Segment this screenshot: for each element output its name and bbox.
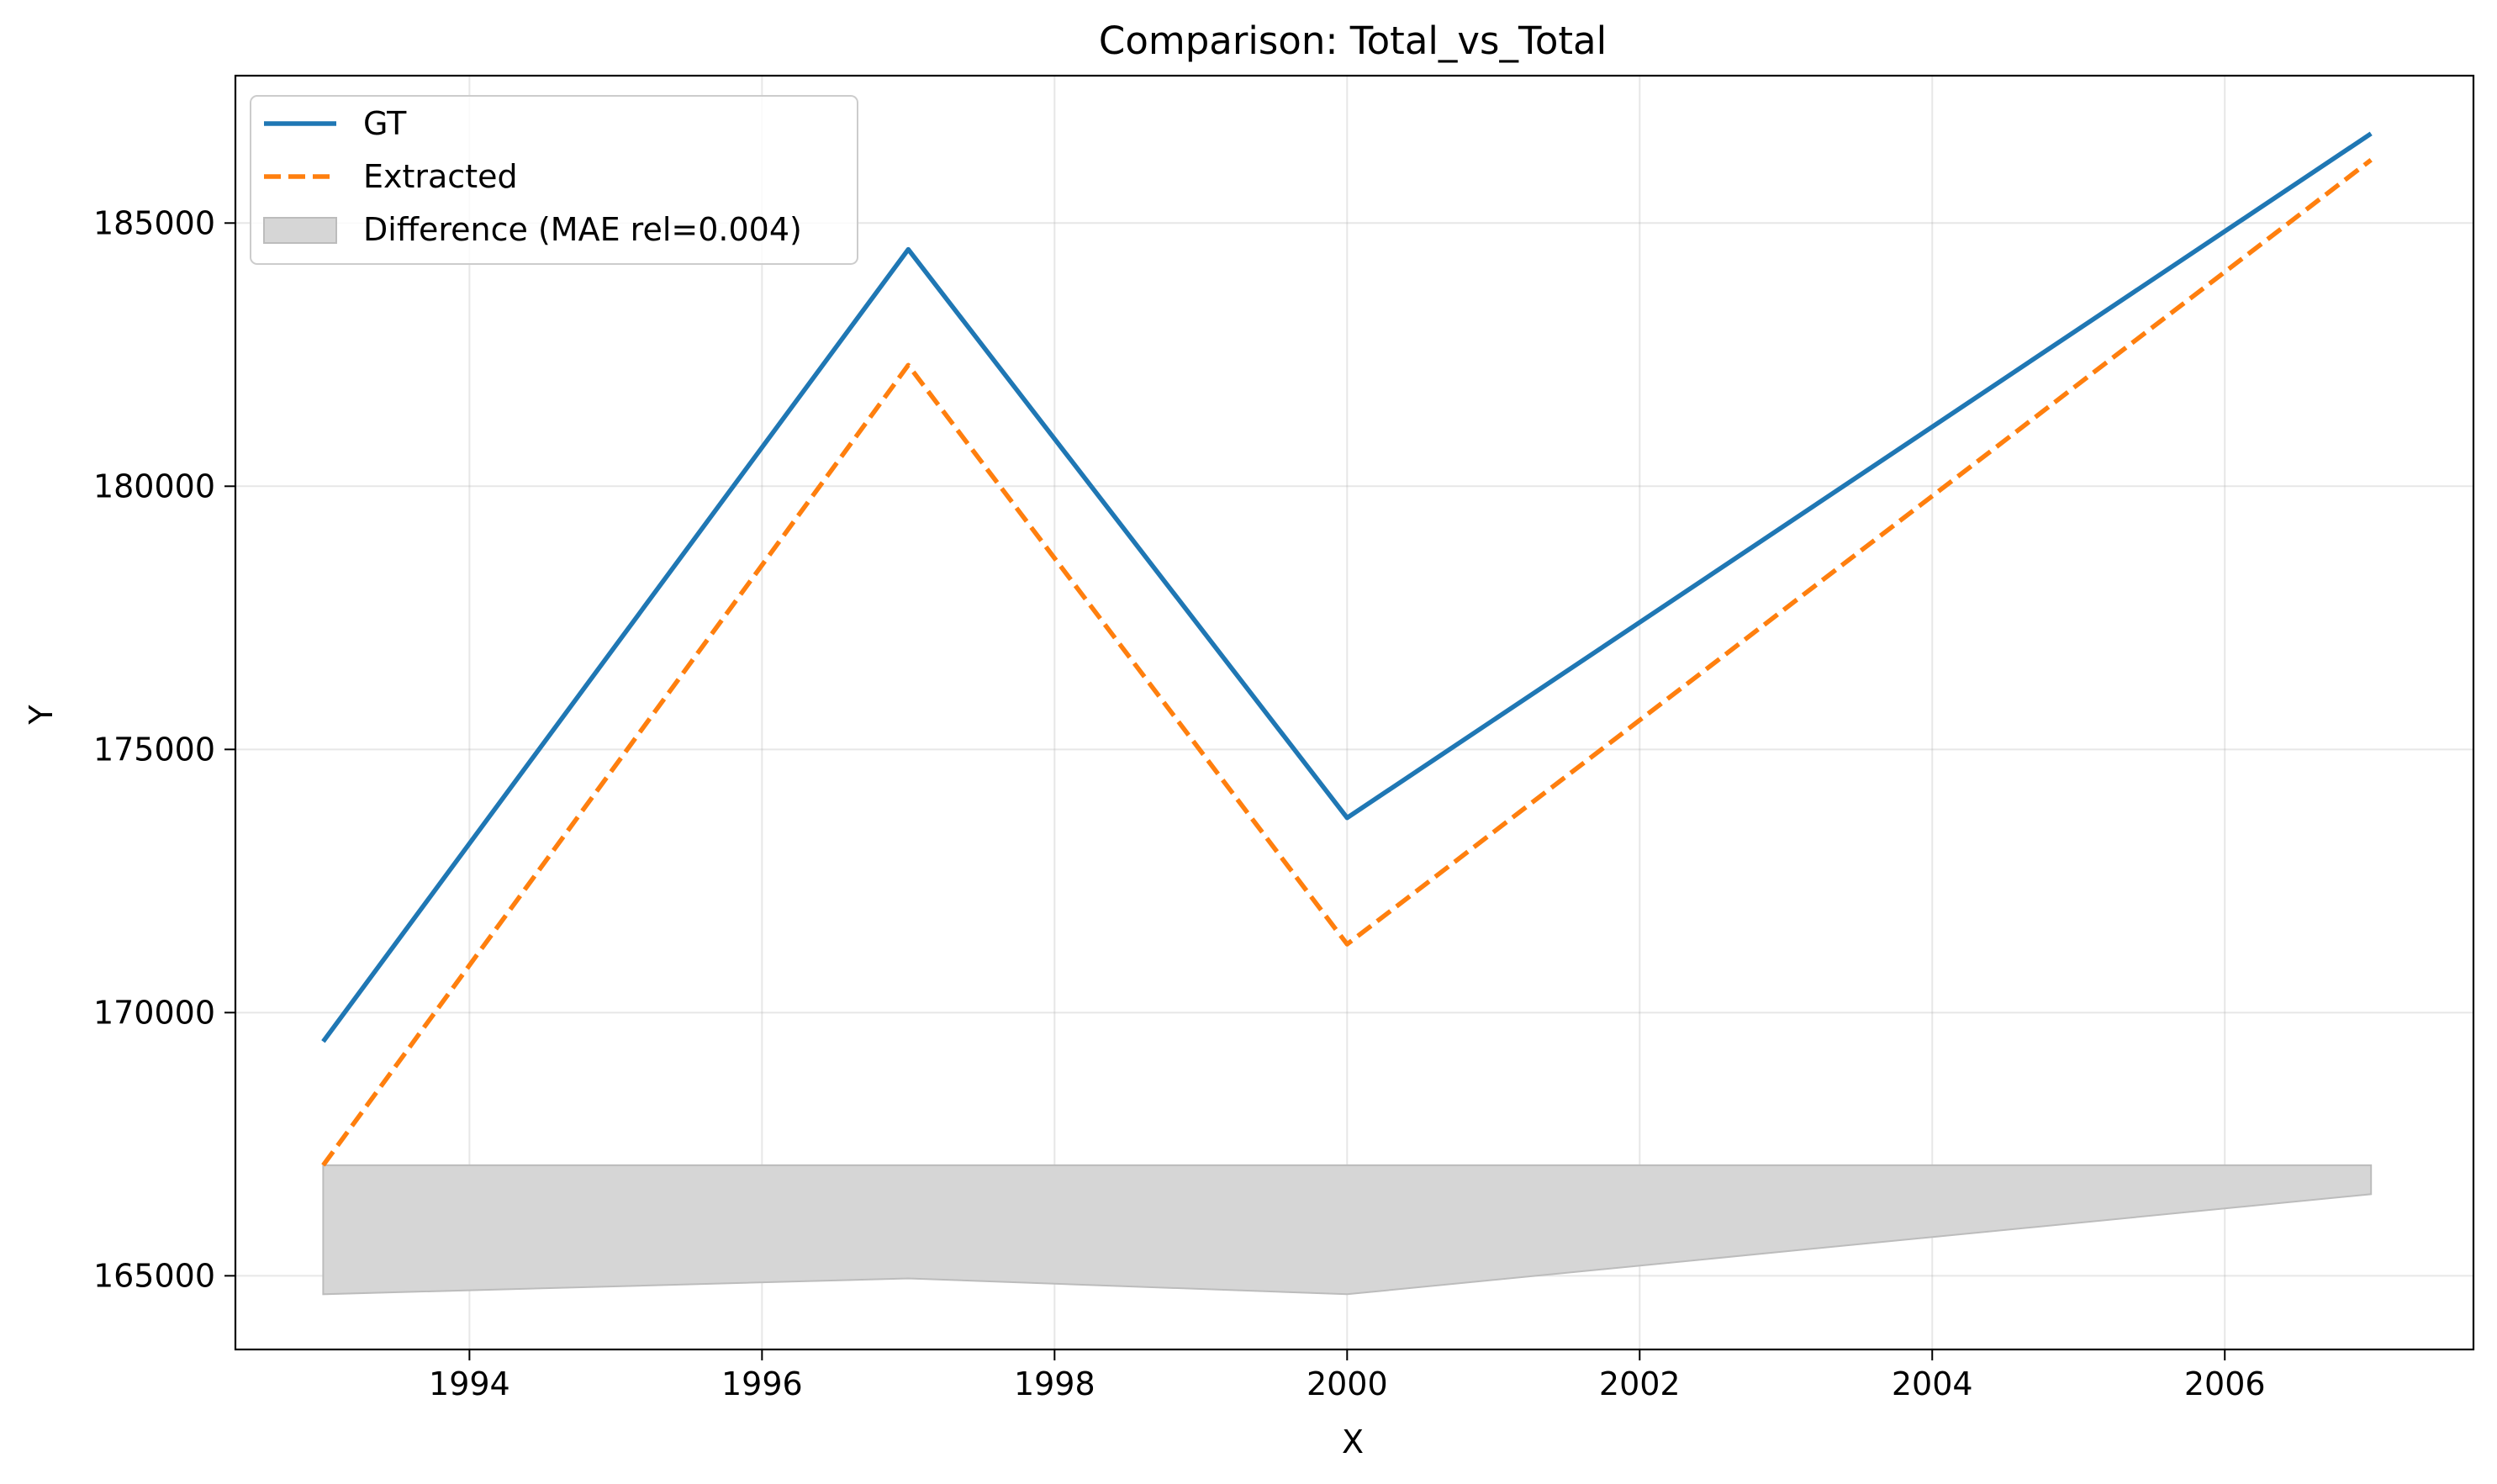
y-axis-label: Y: [23, 705, 60, 726]
x-tick-label: 2002: [1599, 1365, 1681, 1402]
legend-box: [250, 95, 858, 265]
x-tick-label: 1994: [429, 1365, 510, 1402]
legend: GT Extracted Difference (MAE rel=0.004): [250, 95, 858, 265]
legend-label-gt: GT: [363, 105, 407, 142]
y-tick-label: 180000: [93, 467, 215, 504]
y-tick-label: 170000: [93, 994, 215, 1031]
x-tick-label: 2006: [2184, 1365, 2266, 1402]
x-tick-label: 2000: [1307, 1365, 1388, 1402]
legend-label-extracted: Extracted: [363, 158, 518, 195]
difference-band: [322, 1164, 2373, 1296]
y-tick-label: 165000: [93, 1257, 215, 1294]
x-axis-label: X: [1342, 1423, 1364, 1460]
x-tick-label: 2004: [1892, 1365, 1973, 1402]
axes-frame: [234, 74, 2475, 1351]
legend-label-difference: Difference (MAE rel=0.004): [363, 211, 802, 248]
y-tick-label: 185000: [93, 204, 215, 241]
x-tick-label: 1998: [1014, 1365, 1095, 1402]
series-line-gt: [321, 131, 2373, 1043]
x-tick-label: 1996: [721, 1365, 803, 1402]
legend-swatch-difference: [263, 217, 337, 244]
chart-title: Comparison: Total_vs_Total: [1099, 18, 1607, 63]
plot-area: 1994 1996 1998 2000 2002 2004 2006 165000 170000…: [93, 74, 2475, 1402]
series-line-extracted: [321, 158, 2373, 1167]
y-tick-label: 175000: [93, 731, 215, 768]
